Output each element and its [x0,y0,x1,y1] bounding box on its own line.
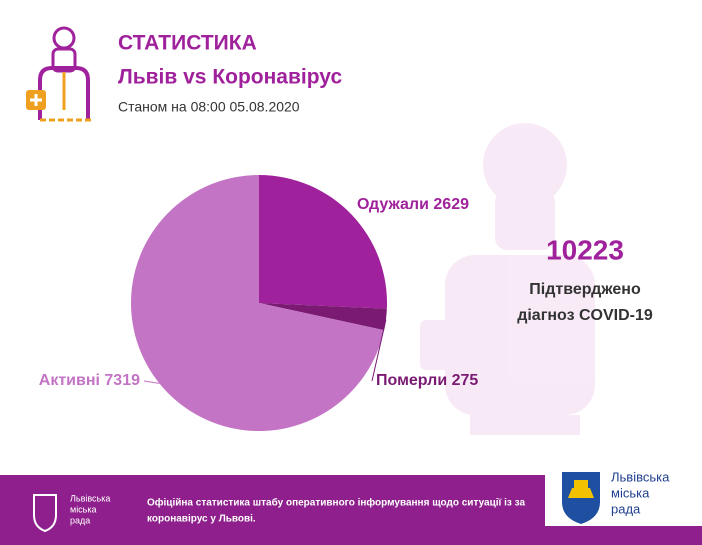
footer-logo-text: міська [70,504,97,514]
slice-category: Померли [376,372,447,389]
footer-logo [33,494,57,533]
card-logo-text: рада [611,501,641,516]
footer-text: коронавірус у Львові. [147,514,256,525]
total-label: діагноз COVID-19 [517,307,653,324]
pie-chart: Одужали 2629 Померли 275 Активні 7319 [39,175,478,432]
footer-text: Офіційна статистика штабу оперативного і… [147,497,525,509]
footer-logo-text: Львівська [70,493,110,503]
card-logo-text: Львівська [611,469,670,484]
total-label: Підтверджено [529,281,641,298]
total: 10223 [546,234,624,265]
footer-logo-text: рада [70,515,90,525]
slice-category: Одужали [357,196,429,213]
slice-value: 2629 [433,196,469,213]
leader-line [371,319,387,382]
date: Станом на 08:00 05.08.2020 [118,99,300,115]
leader-line [143,380,160,384]
background-illustration [420,123,595,435]
doctor-icon [26,26,92,122]
slice-category: Активні [39,372,100,389]
slice-label: Померли 275 [376,372,478,389]
title: СТАТИСТИКА [118,32,257,55]
slice-label: Активні 7319 [39,372,140,389]
pie-slice [259,175,387,309]
slice-value: 7319 [104,372,140,389]
pie-slice [130,175,385,432]
card-logo [562,472,600,524]
slice-value: 275 [452,372,479,389]
slice-label: Одужали 2629 [357,196,469,213]
pie-slice [259,303,387,331]
card-logo-text: міська [611,485,650,500]
subtitle: Львів vs Коронавірус [118,66,342,89]
